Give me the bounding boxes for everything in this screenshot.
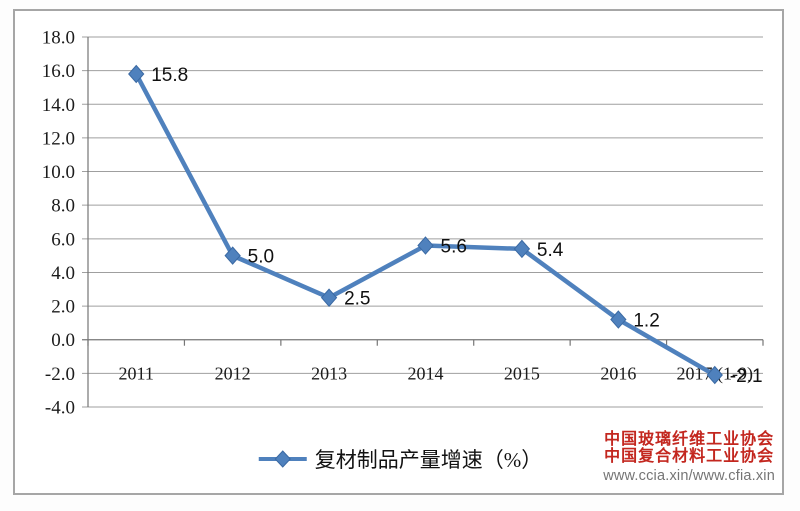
x-axis-category-label: 2015 [504,363,540,383]
data-point-label: 5.6 [441,237,467,258]
x-axis-category-label: 2014 [408,363,444,383]
data-point-label: 5.4 [537,240,564,261]
watermark: 中国玻璃纤维工业协会 中国复合材料工业协会 www.ccia.xin/www.c… [603,431,775,484]
data-point-label: 15.8 [151,65,188,86]
x-axis-category-label: 2011 [119,363,154,383]
legend-label: 复材制品产量增速（%） [314,448,543,472]
data-point-marker [513,239,531,259]
data-point-marker [224,246,241,265]
data-point-label: 5.0 [248,247,274,268]
y-axis-tick-label: -2.0 [45,364,75,385]
legend-line-diamond-icon [258,450,307,468]
y-axis-tick-label: 14.0 [42,95,75,116]
chart-legend: 复材制品产量增速（%） [258,444,543,474]
data-point-marker [610,310,627,329]
x-axis-category-label: 2012 [215,363,251,383]
data-point-marker [320,288,338,307]
y-axis-tick-label: 12.0 [42,128,75,149]
watermark-association-line1: 中国玻璃纤维工业协会 [604,431,775,448]
y-axis-tick-label: 18.0 [42,28,75,49]
y-axis-tick-label: 2.0 [51,297,75,318]
data-point-marker [417,236,434,255]
x-axis-category-label: 2013 [311,363,347,383]
data-point-label: 1.2 [633,311,659,332]
y-axis-tick-label: 6.0 [51,229,75,250]
data-point-label: -2.1 [730,366,763,387]
y-axis-tick-label: 10.0 [42,162,75,183]
x-axis-category-label: 2016 [600,363,636,383]
data-point-marker [128,64,145,84]
series-line [133,71,718,378]
watermark-association-line2: 中国复合材料工业协会 [604,448,775,465]
data-point-marker [706,365,723,385]
y-axis-tick-label: 0.0 [51,330,75,351]
y-axis-tick-label: 16.0 [42,61,75,82]
watermark-url: www.ccia.xin/www.cfia.xin [603,468,775,484]
y-axis-tick-label: 4.0 [51,263,75,284]
chart-outer-frame [13,9,784,495]
y-axis-tick-label: -4.0 [45,398,75,419]
y-axis-tick-label: 8.0 [51,196,75,217]
data-point-label: 2.5 [344,289,370,310]
